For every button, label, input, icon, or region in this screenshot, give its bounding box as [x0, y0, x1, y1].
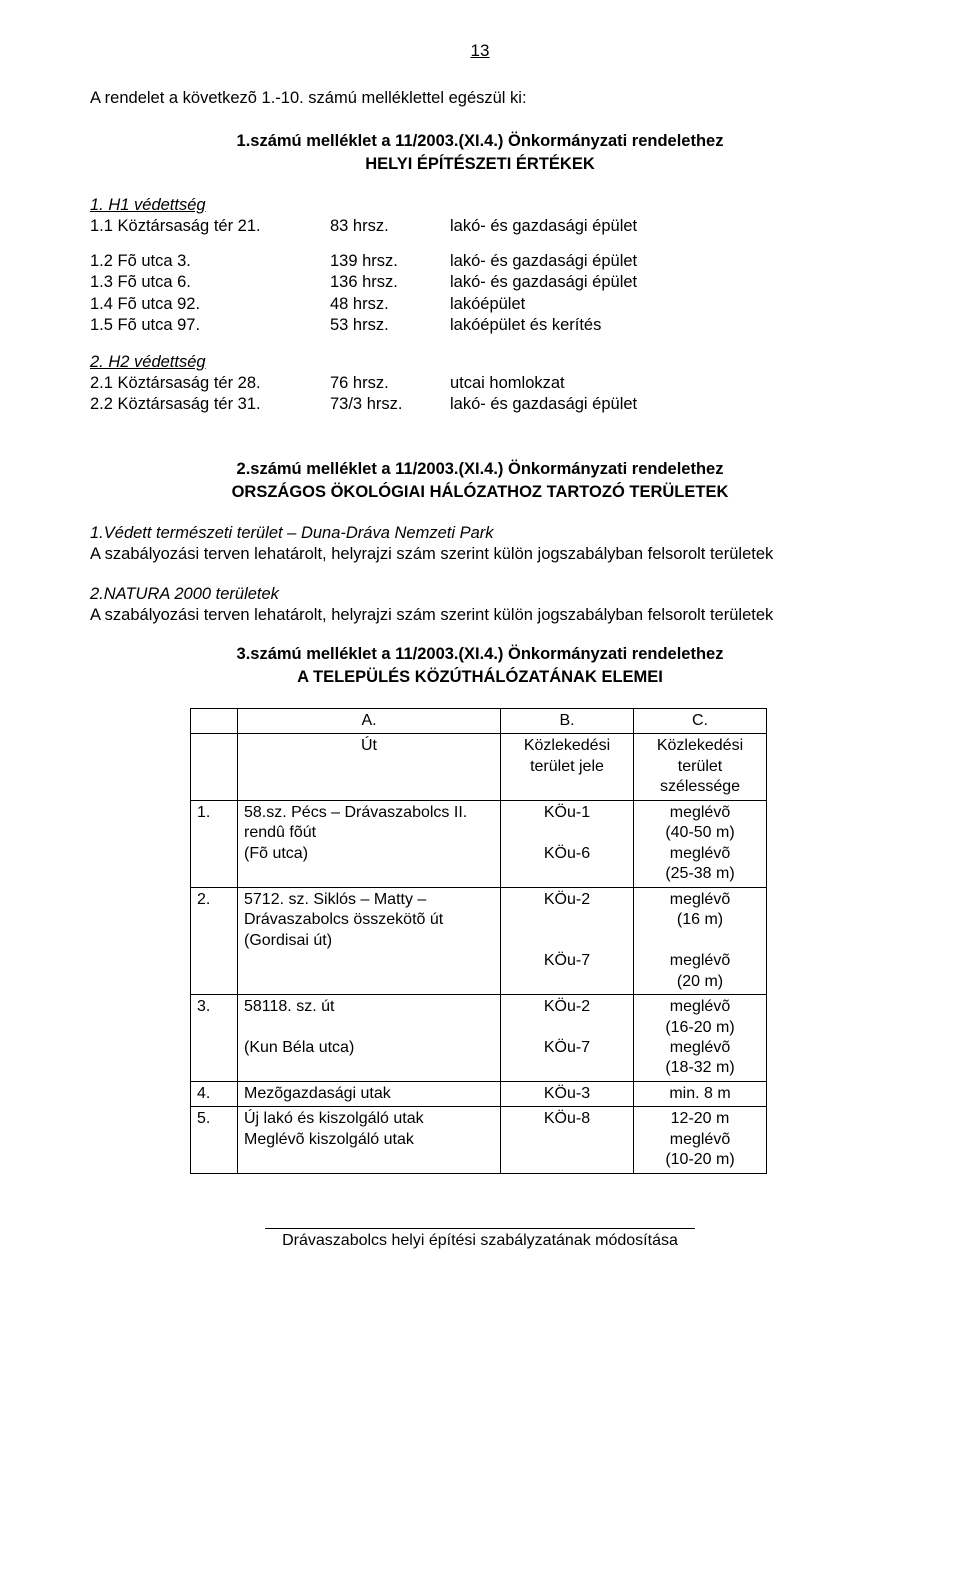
attachment1-subtitle: HELYI ÉPÍTÉSZETI ÉRTÉKEK — [90, 154, 870, 175]
h2-block: 2. H2 védettség 2.1 Köztársaság tér 28. … — [90, 352, 870, 415]
h1-row: 1.4 Fõ utca 92. 48 hrsz. lakóépület — [90, 294, 870, 315]
h1-col-hrsz: 139 hrsz. — [330, 251, 450, 272]
table-header-blank — [191, 708, 238, 733]
h2-heading: 2. H2 védettség — [90, 352, 870, 373]
table-header-row: Út Közlekedési terület jele Közlekedési … — [191, 734, 767, 800]
row-road: 5712. sz. Siklós – Matty – Drávaszabolcs… — [238, 887, 501, 994]
eco2-body: A szabályozási terven lehatárolt, helyra… — [90, 606, 773, 624]
row-sign: KÖu-3 — [501, 1081, 634, 1106]
table-row: 1. 58.sz. Pécs – Drávaszabolcs II. rendû… — [191, 800, 767, 887]
attachment2-title: 2.számú melléklet a 11/2003.(XI.4.) Önko… — [90, 459, 870, 480]
h1-col-desc: lakó- és gazdasági épület — [450, 272, 870, 293]
h2-row: 2.1 Köztársaság tér 28. 76 hrsz. utcai h… — [90, 373, 870, 394]
h1-row: 1.1 Köztársaság tér 21. 83 hrsz. lakó- é… — [90, 216, 870, 237]
footer-text: Drávaszabolcs helyi építési szabályzatán… — [90, 1231, 870, 1251]
attachment3-subtitle: A TELEPÜLÉS KÖZÚTHÁLÓZATÁNAK ELEMEI — [90, 667, 870, 688]
h1-col-hrsz: 136 hrsz. — [330, 272, 450, 293]
row-num: 1. — [191, 800, 238, 887]
h2-col-desc: utcai homlokzat — [450, 373, 870, 394]
h2-col-desc: lakó- és gazdasági épület — [450, 394, 870, 415]
document-page: 13 A rendelet a következõ 1.-10. számú m… — [0, 0, 960, 1291]
page-number: 13 — [90, 40, 870, 62]
h1-heading: 1. H1 védettség — [90, 195, 870, 216]
h1-row: 1.5 Fõ utca 97. 53 hrsz. lakóépület és k… — [90, 315, 870, 336]
table-header-b-top: B. — [501, 708, 634, 733]
table-row: 5. Új lakó és kiszolgáló utakMeglévõ kis… — [191, 1107, 767, 1173]
h2-row: 2.2 Köztársaság tér 31. 73/3 hrsz. lakó-… — [90, 394, 870, 415]
h1-col-desc: lakó- és gazdasági épület — [450, 216, 870, 237]
row-sign: KÖu-2 KÖu-7 — [501, 887, 634, 994]
attachment1-title: 1.számú melléklet a 11/2003.(XI.4.) Önko… — [90, 131, 870, 152]
h1-col-desc: lakó- és gazdasági épület — [450, 251, 870, 272]
h1-col-desc: lakóépület és kerítés — [450, 315, 870, 336]
eco2-heading: 2.NATURA 2000 területek — [90, 585, 279, 603]
h1-col-hrsz: 83 hrsz. — [330, 216, 450, 237]
row-width: meglévõ(16 m) meglévõ(20 m) — [634, 887, 767, 994]
table-header-c-top: C. — [634, 708, 767, 733]
h2-col-hrsz: 76 hrsz. — [330, 373, 450, 394]
row-sign: KÖu-2 KÖu-7 — [501, 995, 634, 1082]
h1-row: 1.3 Fõ utca 6. 136 hrsz. lakó- és gazdas… — [90, 272, 870, 293]
table-header-b: Közlekedési terület jele — [501, 734, 634, 800]
eco1-body: A szabályozási terven lehatárolt, helyra… — [90, 545, 773, 563]
table-row: 4. Mezõgazdasági utak KÖu-3 min. 8 m — [191, 1081, 767, 1106]
table-header-a: Út — [238, 734, 501, 800]
row-road: 58118. sz. út (Kun Béla utca) — [238, 995, 501, 1082]
eco1-block: 1.Védett természeti terület – Duna-Dráva… — [90, 523, 870, 565]
h1-row: 1.2 Fõ utca 3. 139 hrsz. lakó- és gazdas… — [90, 251, 870, 272]
h1-col-address: 1.1 Köztársaság tér 21. — [90, 216, 330, 237]
table-header-c: Közlekedési terület szélessége — [634, 734, 767, 800]
table-header-row: A. B. C. — [191, 708, 767, 733]
attachment2-subtitle: ORSZÁGOS ÖKOLÓGIAI HÁLÓZATHOZ TARTOZÓ TE… — [90, 482, 870, 503]
h1-col-address: 1.5 Fõ utca 97. — [90, 315, 330, 336]
eco1-heading: 1.Védett természeti terület – Duna-Dráva… — [90, 524, 494, 542]
h1-col-hrsz: 48 hrsz. — [330, 294, 450, 315]
row-num: 2. — [191, 887, 238, 994]
row-width: meglévõ(40-50 m)meglévõ(25-38 m) — [634, 800, 767, 887]
attachment3-title: 3.számú melléklet a 11/2003.(XI.4.) Önko… — [90, 644, 870, 665]
table-header-a-top: A. — [238, 708, 501, 733]
h1-col-hrsz: 53 hrsz. — [330, 315, 450, 336]
row-sign: KÖu-8 — [501, 1107, 634, 1173]
h1-col-address: 1.2 Fõ utca 3. — [90, 251, 330, 272]
row-road: 58.sz. Pécs – Drávaszabolcs II. rendû fõ… — [238, 800, 501, 887]
row-sign: KÖu-1 KÖu-6 — [501, 800, 634, 887]
row-num: 5. — [191, 1107, 238, 1173]
row-road: Új lakó és kiszolgáló utakMeglévõ kiszol… — [238, 1107, 501, 1173]
table-row: 3. 58118. sz. út (Kun Béla utca) KÖu-2 K… — [191, 995, 767, 1082]
eco2-block: 2.NATURA 2000 területek A szabályozási t… — [90, 584, 870, 626]
h1-col-address: 1.3 Fõ utca 6. — [90, 272, 330, 293]
row-width: 12-20 mmeglévõ(10-20 m) — [634, 1107, 767, 1173]
h1-col-address: 1.4 Fõ utca 92. — [90, 294, 330, 315]
row-width: meglévõ(16-20 m)meglévõ(18-32 m) — [634, 995, 767, 1082]
h2-col-address: 2.1 Köztársaság tér 28. — [90, 373, 330, 394]
intro-text: A rendelet a következõ 1.-10. számú mell… — [90, 88, 870, 109]
table-header-blank — [191, 734, 238, 800]
row-width: min. 8 m — [634, 1081, 767, 1106]
h2-col-hrsz: 73/3 hrsz. — [330, 394, 450, 415]
table-row: 2. 5712. sz. Siklós – Matty – Drávaszabo… — [191, 887, 767, 994]
h2-col-address: 2.2 Köztársaság tér 31. — [90, 394, 330, 415]
h1-block: 1. H1 védettség 1.1 Köztársaság tér 21. … — [90, 195, 870, 336]
h1-col-desc: lakóépület — [450, 294, 870, 315]
row-num: 4. — [191, 1081, 238, 1106]
row-road: Mezõgazdasági utak — [238, 1081, 501, 1106]
roads-table: A. B. C. Út Közlekedési terület jele Köz… — [190, 708, 767, 1174]
footer-line — [265, 1228, 695, 1229]
row-num: 3. — [191, 995, 238, 1082]
